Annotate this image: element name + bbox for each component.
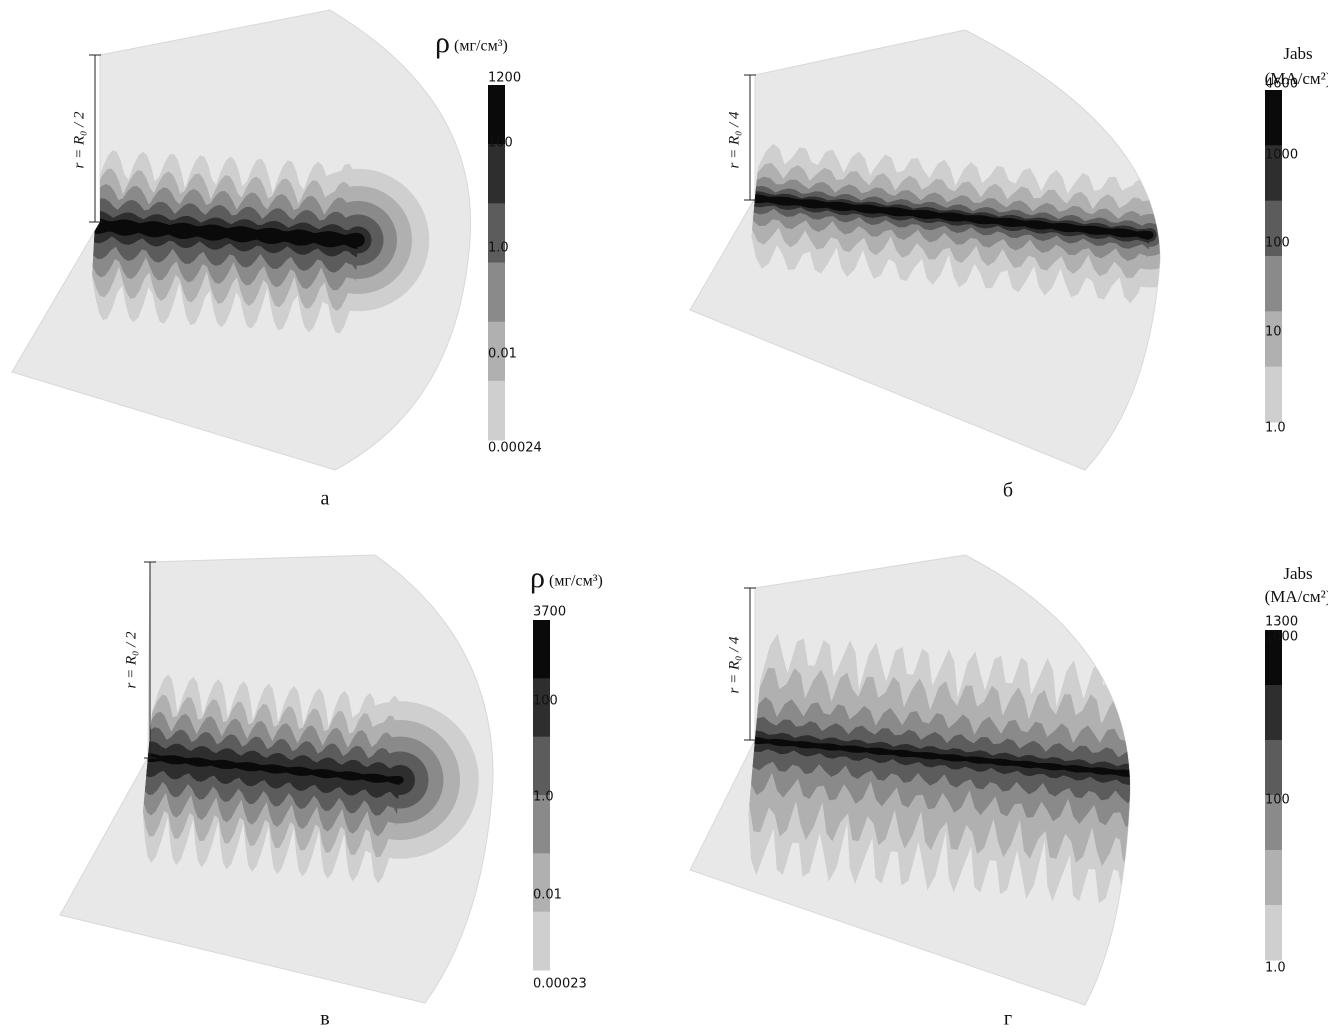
- colorbar-band: [1265, 850, 1282, 906]
- contour-cap: [1147, 772, 1153, 778]
- panel: r = R₀ / 2 3700 100 1.0 0.01 0.00023 ρ(мг/см³)…: [60, 555, 603, 1030]
- colorbar-label: 1.0: [488, 241, 509, 256]
- panel-letter: г: [1004, 1008, 1012, 1030]
- panel-letter: в: [320, 1008, 329, 1030]
- colorbar-label: 0.00024: [488, 441, 542, 456]
- colorbar-title: Jabs: [1283, 564, 1312, 583]
- scale-label: r = R₀ / 4: [726, 636, 742, 694]
- scale-label: r = R₀ / 4: [726, 111, 742, 169]
- colorbar-title: ρ: [435, 26, 450, 59]
- colorbar-band: [533, 737, 550, 796]
- colorbar-label: 0.01: [533, 888, 562, 903]
- colorbar-band: [1265, 256, 1282, 312]
- contours: [92, 150, 429, 333]
- scale-label: r = R₀ / 2: [123, 631, 139, 689]
- colorbar-title: Jabs: [1283, 44, 1312, 63]
- colorbar-band: [1265, 367, 1282, 423]
- colorbar-band: [1265, 90, 1282, 146]
- colorbar-unit: (MA/см²): [1265, 69, 1328, 88]
- colorbar-band: [533, 912, 550, 971]
- figure: r = R₀ / 212001001.00.010.00024ρ(мг/см³)…: [0, 0, 1328, 1033]
- colorbar-label: 100: [488, 136, 513, 151]
- colorbar-unit: (мг/см³): [454, 38, 508, 55]
- contour-cap: [1146, 231, 1154, 239]
- colorbar-unit: (MA/см²): [1265, 587, 1328, 606]
- colorbar-label: 0.00023: [533, 977, 587, 992]
- panel-letter: а: [321, 488, 330, 510]
- colorbar-label: 1000: [1265, 630, 1298, 645]
- contour-cap: [396, 776, 404, 784]
- contour-cap: [1141, 766, 1159, 784]
- colorbar-label: 3700: [533, 605, 566, 620]
- colorbar-band: [488, 381, 505, 441]
- colorbar-label: 10: [1265, 325, 1282, 340]
- colorbar-band: [488, 263, 505, 323]
- colorbar-label: 1.0: [1265, 421, 1286, 436]
- colorbar-title: ρ: [530, 561, 545, 594]
- colorbar-band: [1265, 905, 1282, 961]
- colorbar-band: [488, 144, 505, 204]
- contour-cap: [351, 233, 365, 247]
- colorbar-label: 0.01: [488, 347, 517, 362]
- colorbar-unit: (мг/см³): [549, 573, 603, 590]
- page: {"panels": [ {"letter": "а", "scale_labe…: [0, 0, 1328, 1033]
- colorbar-label: 100: [533, 694, 558, 709]
- colorbar-band: [1265, 740, 1282, 796]
- scale-label: r = R₀ / 2: [71, 111, 87, 169]
- colorbar-band: [533, 620, 550, 679]
- colorbar-label: 100: [1265, 793, 1290, 808]
- panel: r = R₀ / 2 1200 100 1.0 0.01 0.00024 ρ(мг/см³)…: [12, 10, 542, 510]
- panel-letter: б: [1003, 480, 1013, 502]
- colorbar-band: [533, 853, 550, 912]
- colorbar-label: 1000: [1265, 148, 1298, 163]
- colorbar-band: [1265, 685, 1282, 741]
- colorbar-label: 1200: [488, 71, 521, 86]
- colorbar-label: 1.0: [533, 790, 554, 805]
- colorbar-label: 100: [1265, 236, 1290, 251]
- colorbar-label: 1300: [1265, 615, 1298, 630]
- contour-cap: [1128, 753, 1173, 798]
- colorbar-label: 1.0: [1265, 961, 1286, 976]
